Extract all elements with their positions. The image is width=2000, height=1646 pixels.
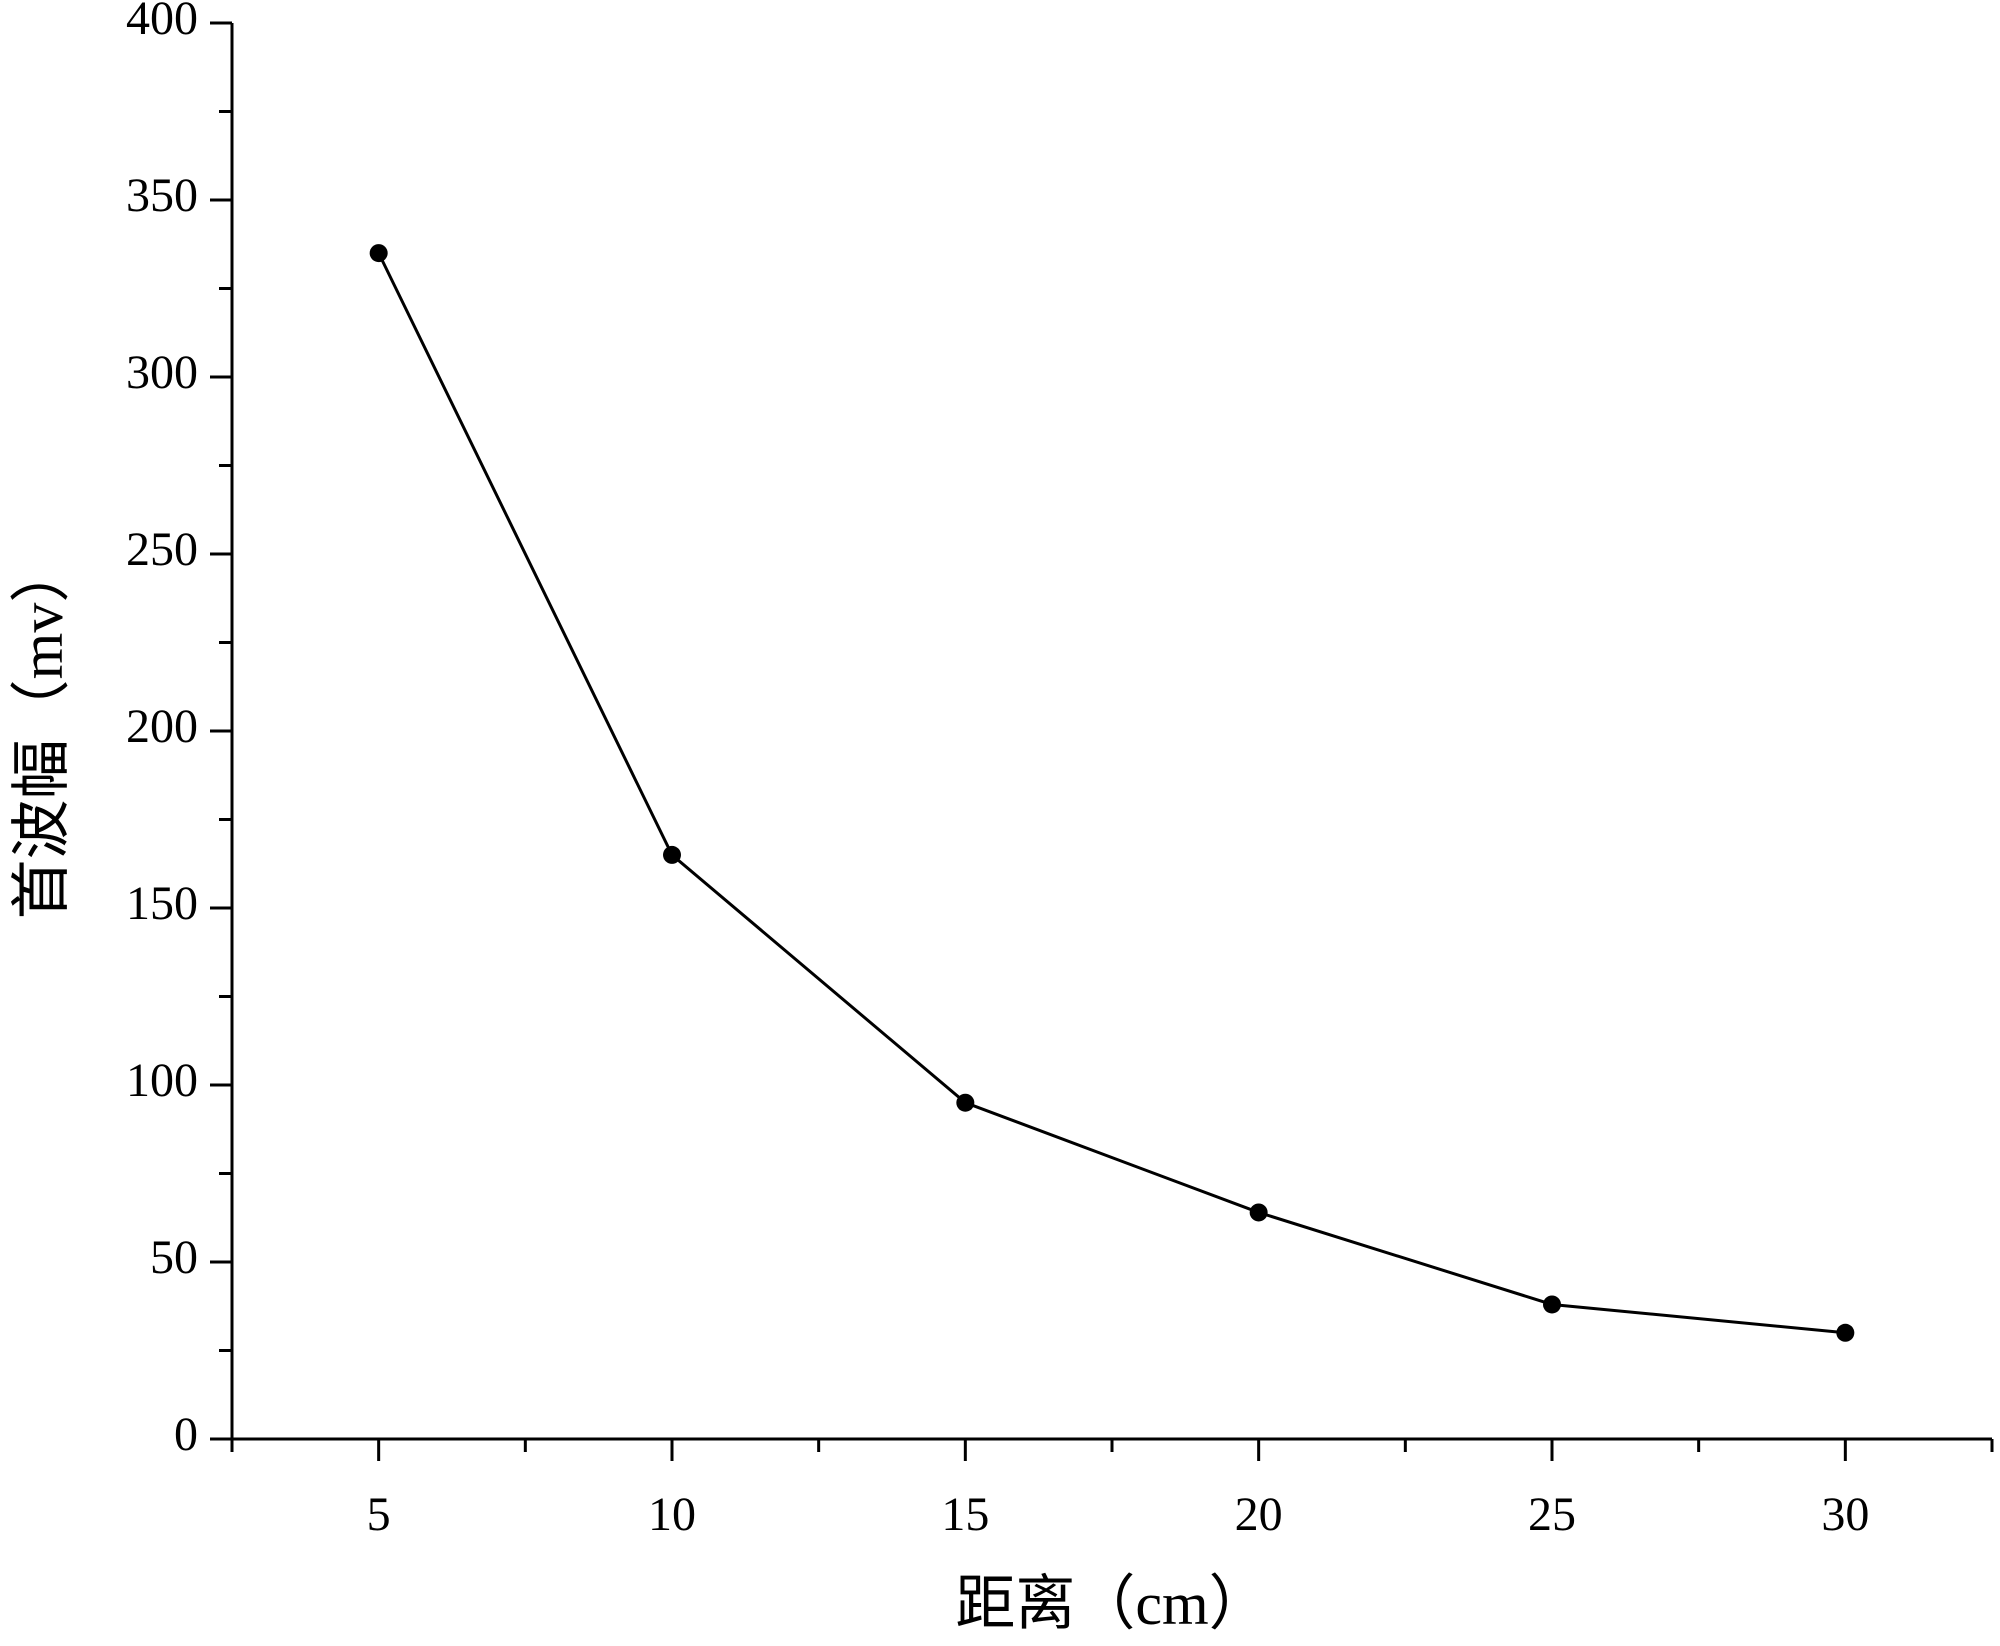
- x-tick-label: 5: [367, 1488, 391, 1541]
- y-tick-label: 300: [126, 346, 198, 399]
- y-tick-label: 0: [174, 1408, 198, 1461]
- y-tick-label: 400: [126, 0, 198, 45]
- data-point: [663, 845, 681, 864]
- data-point: [1249, 1203, 1268, 1222]
- data-line: [377, 252, 1846, 1335]
- y-axis-title: 首波幅（mv）: [9, 543, 75, 920]
- y-tick-label: 100: [126, 1054, 198, 1107]
- x-axis-title: 距离（cm）: [955, 1571, 1268, 1637]
- x-tick-label: 25: [1528, 1488, 1576, 1541]
- x-tick-label: 30: [1821, 1488, 1869, 1541]
- data-point: [1836, 1323, 1855, 1342]
- y-tick-label: 250: [126, 523, 198, 576]
- y-tick-label: 50: [150, 1231, 198, 1284]
- x-tick-label: 15: [941, 1488, 989, 1541]
- data-point: [1543, 1295, 1561, 1314]
- x-tick-label: 10: [648, 1488, 696, 1541]
- data-point: [369, 244, 388, 263]
- x-tick-label: 20: [1235, 1488, 1283, 1541]
- data-point: [956, 1093, 975, 1112]
- y-tick-label: 150: [126, 877, 198, 930]
- y-tick-label: 350: [126, 169, 198, 222]
- y-tick-label: 200: [126, 700, 198, 753]
